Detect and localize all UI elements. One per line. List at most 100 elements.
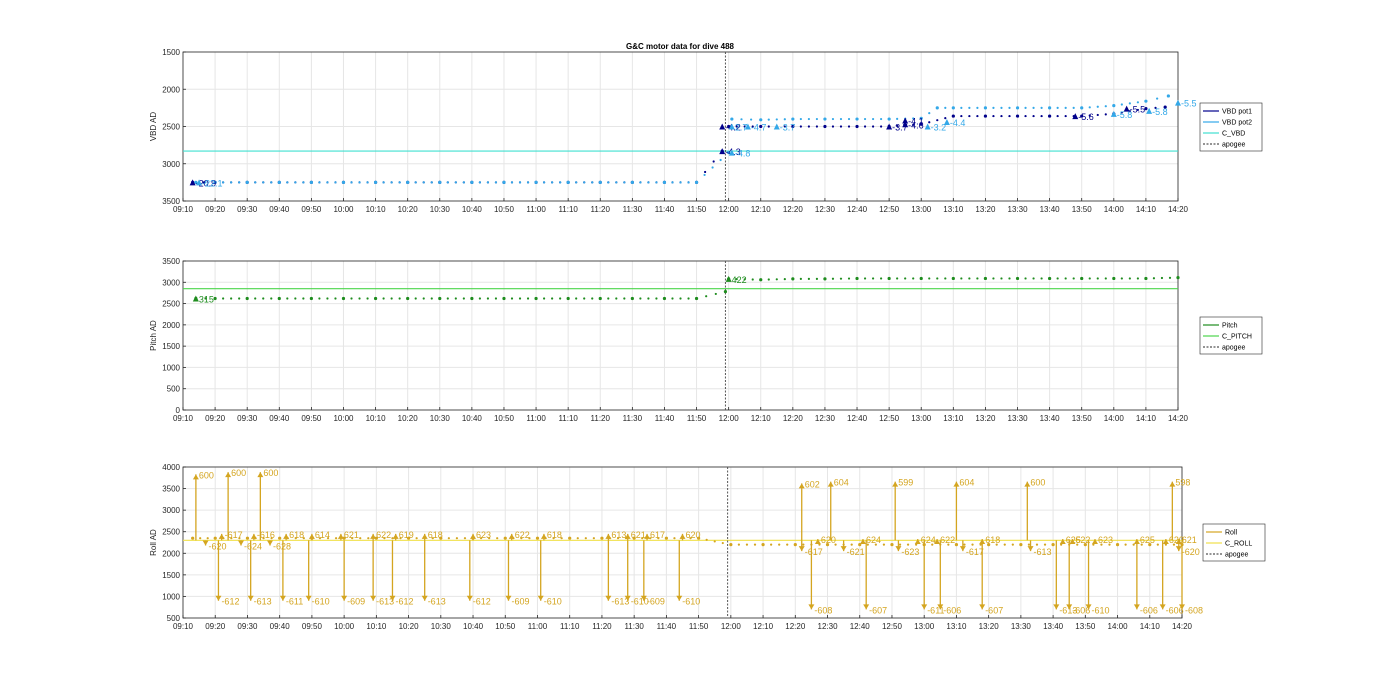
data-point bbox=[191, 536, 195, 540]
data-point bbox=[825, 543, 830, 547]
data-point bbox=[1172, 543, 1176, 546]
data-point bbox=[711, 166, 714, 169]
x-tick-label: 11:10 bbox=[558, 205, 578, 214]
data-point bbox=[874, 543, 877, 546]
x-tick-label: 12:20 bbox=[783, 205, 804, 214]
value-label: -5.5 bbox=[1130, 105, 1146, 115]
data-point bbox=[951, 114, 955, 118]
data-point bbox=[735, 277, 738, 281]
data-point bbox=[277, 180, 281, 184]
value-label: 315 bbox=[199, 294, 214, 304]
data-point bbox=[947, 543, 950, 546]
data-point bbox=[1120, 277, 1123, 280]
data-point bbox=[721, 541, 724, 545]
move-arrow bbox=[192, 474, 199, 480]
value-label: 622 bbox=[1075, 535, 1090, 545]
value-label: 618 bbox=[985, 535, 1000, 545]
value-label: -20.9 bbox=[196, 178, 217, 188]
x-tick-label: 14:00 bbox=[1108, 622, 1129, 631]
data-point bbox=[727, 150, 731, 155]
data-point bbox=[871, 125, 875, 128]
x-tick-label: 11:50 bbox=[687, 205, 707, 214]
move-arrow bbox=[1175, 546, 1182, 552]
data-point bbox=[479, 537, 483, 540]
move-arrow bbox=[640, 595, 647, 601]
axes-box bbox=[182, 260, 1179, 411]
data-point bbox=[326, 297, 329, 300]
data-point bbox=[850, 543, 853, 546]
move-arrow bbox=[1162, 539, 1169, 545]
data-point bbox=[866, 543, 869, 546]
data-point bbox=[904, 277, 907, 280]
data-point bbox=[992, 114, 995, 118]
x-tick-label: 13:20 bbox=[975, 414, 996, 423]
legend-label: VBD pot1 bbox=[1222, 109, 1252, 116]
data-point bbox=[1011, 543, 1014, 546]
x-tick-label: 09:50 bbox=[301, 414, 322, 423]
data-point bbox=[535, 536, 540, 540]
data-point bbox=[439, 536, 443, 540]
x-tick-label: 09:40 bbox=[269, 414, 290, 423]
value-label: -610 bbox=[1092, 605, 1110, 615]
data-point bbox=[1156, 543, 1159, 546]
data-point bbox=[887, 117, 891, 121]
data-point bbox=[254, 181, 257, 184]
data-point bbox=[1015, 106, 1020, 110]
data-point bbox=[202, 181, 205, 184]
x-tick-label: 13:20 bbox=[979, 622, 1000, 631]
value-label: 600 bbox=[263, 468, 278, 478]
data-point bbox=[503, 536, 507, 540]
data-point bbox=[767, 278, 770, 281]
move-arrow bbox=[921, 604, 928, 610]
y-tick-label: 1500 bbox=[162, 342, 180, 351]
x-tick-label: 12:50 bbox=[879, 414, 900, 423]
data-point bbox=[1000, 277, 1003, 280]
move-arrow bbox=[421, 533, 428, 539]
data-point bbox=[855, 276, 859, 281]
value-label: -624 bbox=[244, 542, 262, 552]
value-label: -613 bbox=[376, 597, 394, 607]
data-point bbox=[750, 118, 753, 121]
data-point bbox=[775, 118, 778, 121]
data-point bbox=[615, 181, 618, 184]
x-tick-label: 10:10 bbox=[366, 414, 387, 423]
data-point bbox=[382, 297, 385, 300]
data-point bbox=[438, 296, 442, 301]
move-arrow bbox=[1069, 539, 1076, 545]
move-arrow bbox=[218, 533, 225, 539]
x-tick-label: 13:30 bbox=[1008, 205, 1029, 214]
data-point bbox=[1048, 106, 1052, 110]
data-point bbox=[422, 297, 425, 300]
legend-label: C_PITCH bbox=[1222, 334, 1252, 341]
data-point bbox=[1120, 103, 1123, 106]
y-tick-label: 2000 bbox=[162, 85, 180, 94]
data-point bbox=[1088, 106, 1091, 109]
data-point bbox=[963, 543, 966, 546]
data-point bbox=[880, 117, 883, 121]
value-label: -617 bbox=[225, 530, 243, 540]
x-tick-label: 10:30 bbox=[431, 622, 452, 631]
data-point bbox=[855, 117, 859, 121]
move-marker bbox=[189, 179, 196, 186]
data-point bbox=[655, 297, 658, 300]
value-label: 621 bbox=[344, 530, 359, 540]
x-tick-label: 13:30 bbox=[1011, 622, 1032, 631]
move-arrow bbox=[247, 595, 254, 601]
data-point bbox=[1148, 543, 1152, 547]
data-point bbox=[245, 536, 250, 540]
data-point bbox=[639, 181, 642, 184]
data-point bbox=[761, 543, 765, 547]
value-label: -613 bbox=[254, 597, 272, 607]
data-point bbox=[1132, 543, 1135, 546]
data-point bbox=[1104, 105, 1107, 108]
data-point bbox=[791, 277, 795, 281]
data-point bbox=[1152, 277, 1156, 280]
y-tick-label: 2500 bbox=[162, 528, 180, 537]
x-tick-label: 12:30 bbox=[818, 622, 839, 631]
move-arrow bbox=[1066, 604, 1073, 610]
y-tick-label: 2000 bbox=[162, 549, 180, 558]
value-label: 602 bbox=[805, 479, 820, 489]
data-point bbox=[1154, 106, 1157, 109]
move-arrow bbox=[814, 539, 821, 545]
value-label: -609 bbox=[511, 597, 529, 607]
